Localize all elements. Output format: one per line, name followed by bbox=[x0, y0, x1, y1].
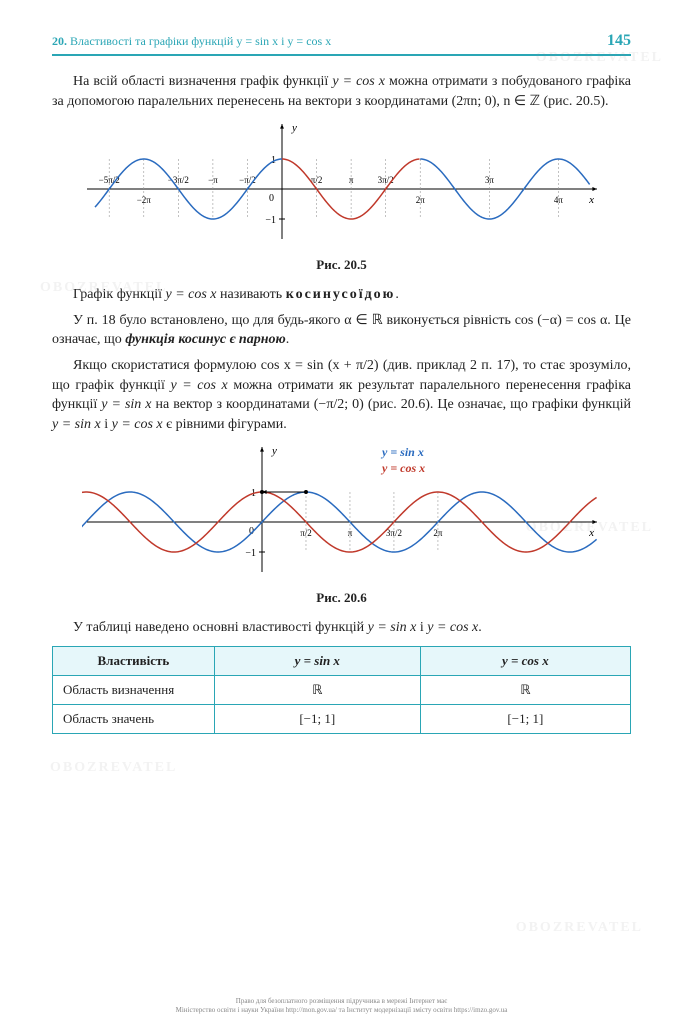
page-number: 145 bbox=[607, 32, 631, 50]
paragraph-2: Графік функції y = cos x називають косин… bbox=[52, 285, 631, 305]
page-footer: Право для безоплатного розміщення підруч… bbox=[0, 997, 683, 1014]
table-header: y = sin x bbox=[214, 646, 420, 675]
table-cell-value: ℝ bbox=[214, 675, 420, 704]
text: (рис. 20.6). Це означає, що графіки функ… bbox=[368, 397, 631, 412]
svg-text:−1: −1 bbox=[265, 215, 276, 226]
watermark: OBOZREVATEL bbox=[50, 760, 177, 776]
paragraph-1: На всій області визначення графік функці… bbox=[52, 72, 631, 111]
footer-line: Міністерство освіти і науки України http… bbox=[0, 1006, 683, 1014]
math: y = sin x bbox=[52, 417, 101, 432]
figure-caption-1: Рис. 20.5 bbox=[52, 257, 631, 273]
paragraph-5: У таблиці наведено основні властивості ф… bbox=[52, 618, 631, 638]
properties-table: Властивість y = sin x y = cos x Область … bbox=[52, 646, 631, 734]
paragraph-4: Якщо скористатися формулою cos x = sin (… bbox=[52, 356, 631, 434]
svg-text:y: y bbox=[271, 445, 277, 457]
table-row: Область визначення ℝ ℝ bbox=[53, 675, 631, 704]
math: (−π/2; 0) bbox=[314, 397, 364, 412]
table-cell-value: [−1; 1] bbox=[214, 704, 420, 733]
svg-text:y: y bbox=[291, 122, 297, 134]
table-header: y = cos x bbox=[420, 646, 630, 675]
svg-text:3π/2: 3π/2 bbox=[377, 175, 393, 185]
text: на вектор з координатами bbox=[156, 397, 314, 412]
table-cell-value: [−1; 1] bbox=[420, 704, 630, 733]
svg-text:y = cos x: y = cos x bbox=[380, 461, 425, 475]
text: і bbox=[104, 417, 111, 432]
math: y = cos x bbox=[332, 74, 385, 89]
term: косинусоїдою bbox=[286, 287, 396, 302]
math: y = sin x bbox=[101, 397, 151, 412]
svg-text:3π/2: 3π/2 bbox=[385, 528, 401, 538]
svg-text:−2π: −2π bbox=[136, 195, 151, 205]
section-number: 20. bbox=[52, 34, 67, 48]
text: . bbox=[395, 287, 399, 302]
math: y = sin x bbox=[368, 620, 417, 635]
emphasis: функція косинус є парною bbox=[125, 332, 285, 347]
footer-line: Право для безоплатного розміщення підруч… bbox=[0, 997, 683, 1005]
text: На всій області визначення графік функці… bbox=[73, 74, 332, 89]
section-title: 20. Властивості та графіки функцій y = s… bbox=[52, 34, 331, 49]
section-title-text: Властивості та графіки функцій y = sin x… bbox=[70, 34, 331, 48]
watermark: OBOZREVATEL bbox=[516, 920, 643, 936]
text: . bbox=[478, 620, 482, 635]
math: y = cos x bbox=[112, 417, 163, 432]
svg-text:2π: 2π bbox=[415, 195, 425, 205]
math: y = cos x bbox=[165, 287, 216, 302]
svg-text:y = sin x: y = sin x bbox=[380, 445, 424, 459]
text: є рівними фігурами. bbox=[166, 417, 287, 432]
table-cell-label: Область значень bbox=[53, 704, 215, 733]
svg-text:π/2: π/2 bbox=[300, 528, 312, 538]
textbook-page: 20. Властивості та графіки функцій y = s… bbox=[0, 0, 683, 1024]
svg-text:0: 0 bbox=[269, 193, 274, 204]
svg-text:π: π bbox=[348, 175, 353, 185]
svg-text:−π: −π bbox=[208, 175, 218, 185]
math: y = sin x bbox=[295, 653, 340, 668]
table-row: Область значень [−1; 1] [−1; 1] bbox=[53, 704, 631, 733]
svg-text:x: x bbox=[588, 527, 594, 539]
text: . bbox=[286, 332, 290, 347]
math: y = cos x bbox=[171, 378, 228, 393]
table-header: Властивість bbox=[53, 646, 215, 675]
table-cell-label: Область визначення bbox=[53, 675, 215, 704]
figure-20-5: xy01−1−5π/2−2π−3π/2−π−π/2π/2π3π/22π3π4π bbox=[82, 119, 602, 249]
math: y = cos x bbox=[427, 620, 478, 635]
text: називають bbox=[220, 287, 286, 302]
svg-text:3π: 3π bbox=[484, 175, 494, 185]
svg-text:2π: 2π bbox=[433, 528, 443, 538]
math: (x + π/2) bbox=[328, 358, 379, 373]
text: У таблиці наведено основні властивості ф… bbox=[73, 620, 368, 635]
page-header: 20. Властивості та графіки функцій y = s… bbox=[52, 32, 631, 56]
text: Графік функції bbox=[73, 287, 165, 302]
table-header-row: Властивість y = sin x y = cos x bbox=[53, 646, 631, 675]
figure-caption-2: Рис. 20.6 bbox=[52, 590, 631, 606]
svg-text:x: x bbox=[588, 194, 594, 206]
table-cell-value: ℝ bbox=[420, 675, 630, 704]
svg-text:π: π bbox=[347, 528, 352, 538]
svg-text:4π: 4π bbox=[553, 195, 563, 205]
figure-20-6: xy01−1π/2π3π/22πy = sin xy = cos x bbox=[82, 442, 602, 582]
svg-text:−1: −1 bbox=[245, 548, 256, 559]
text: Якщо скористатися формулою cos x = sin bbox=[73, 358, 324, 373]
paragraph-3: У п. 18 було встановлено, що для будь-як… bbox=[52, 311, 631, 350]
math: y = cos x bbox=[502, 653, 549, 668]
